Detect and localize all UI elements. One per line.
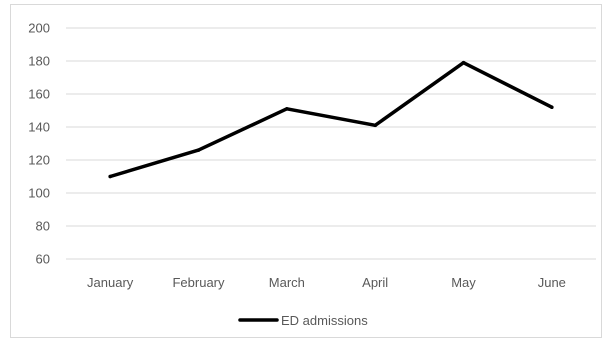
- x-tick-label-february: February: [172, 275, 225, 290]
- data-point-february: [196, 148, 201, 152]
- chart-frame: [10, 4, 602, 338]
- data-point-january: [108, 174, 112, 179]
- x-tick-label-june: June: [538, 275, 566, 290]
- data-point-may: [461, 60, 466, 65]
- y-tick-label: 80: [36, 219, 50, 234]
- y-tick-label: 120: [28, 153, 50, 168]
- x-tick-label-january: January: [87, 275, 134, 290]
- series-group: [108, 60, 554, 179]
- y-tick-label: 180: [28, 54, 50, 69]
- data-point-april: [373, 123, 377, 128]
- grid-lines: [66, 27, 596, 260]
- series-line-ed-admissions: [108, 60, 554, 179]
- y-tick-label: 160: [28, 87, 50, 102]
- y-tick-label: 200: [28, 21, 50, 36]
- x-tick-label-march: March: [269, 275, 305, 290]
- y-tick-label: 100: [28, 186, 50, 201]
- data-point-march: [285, 107, 289, 111]
- legend-label-ed-admissions: ED admissions: [281, 313, 368, 328]
- x-tick-label-may: May: [451, 275, 476, 290]
- x-tick-label-april: April: [362, 275, 388, 290]
- legend: ED admissions: [238, 313, 368, 328]
- y-axis-tick-labels: 60 80 100 120 140 160 180 200: [28, 21, 50, 267]
- data-point-june: [550, 105, 554, 109]
- y-tick-label: 60: [36, 252, 50, 267]
- x-axis-tick-labels: January February March April May June: [87, 275, 566, 290]
- y-tick-label: 140: [28, 120, 50, 135]
